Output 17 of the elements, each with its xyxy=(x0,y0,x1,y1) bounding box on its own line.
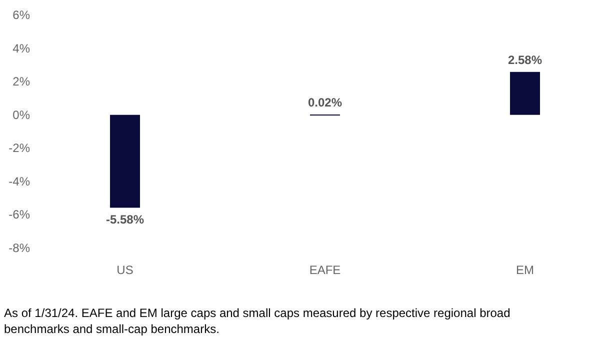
y-tick-label: -6% xyxy=(8,208,30,222)
y-tick-label: 4% xyxy=(12,41,30,56)
y-tick-label: 0% xyxy=(12,108,30,122)
data-label: 2.58% xyxy=(508,52,542,67)
data-label: 0.02% xyxy=(308,96,342,110)
y-tick-label: 2% xyxy=(12,74,30,89)
y-tick-label: -2% xyxy=(8,141,30,156)
data-label: -5.58% xyxy=(106,212,144,227)
y-tick-label: -4% xyxy=(8,174,30,188)
text: As of 1/31/24. EAFE and EM large caps and small caps measured by respective regional broad benchmarks and small-cap benchmarks. xyxy=(4,306,510,336)
x-tick-label: EM xyxy=(516,263,534,277)
x-tick-label: EAFE xyxy=(309,263,341,277)
x-tick-label: US xyxy=(116,263,134,277)
bar xyxy=(510,72,540,115)
y-tick-label: 6% xyxy=(12,8,30,22)
bar xyxy=(110,114,140,208)
y-tick-label: -8% xyxy=(8,241,30,255)
